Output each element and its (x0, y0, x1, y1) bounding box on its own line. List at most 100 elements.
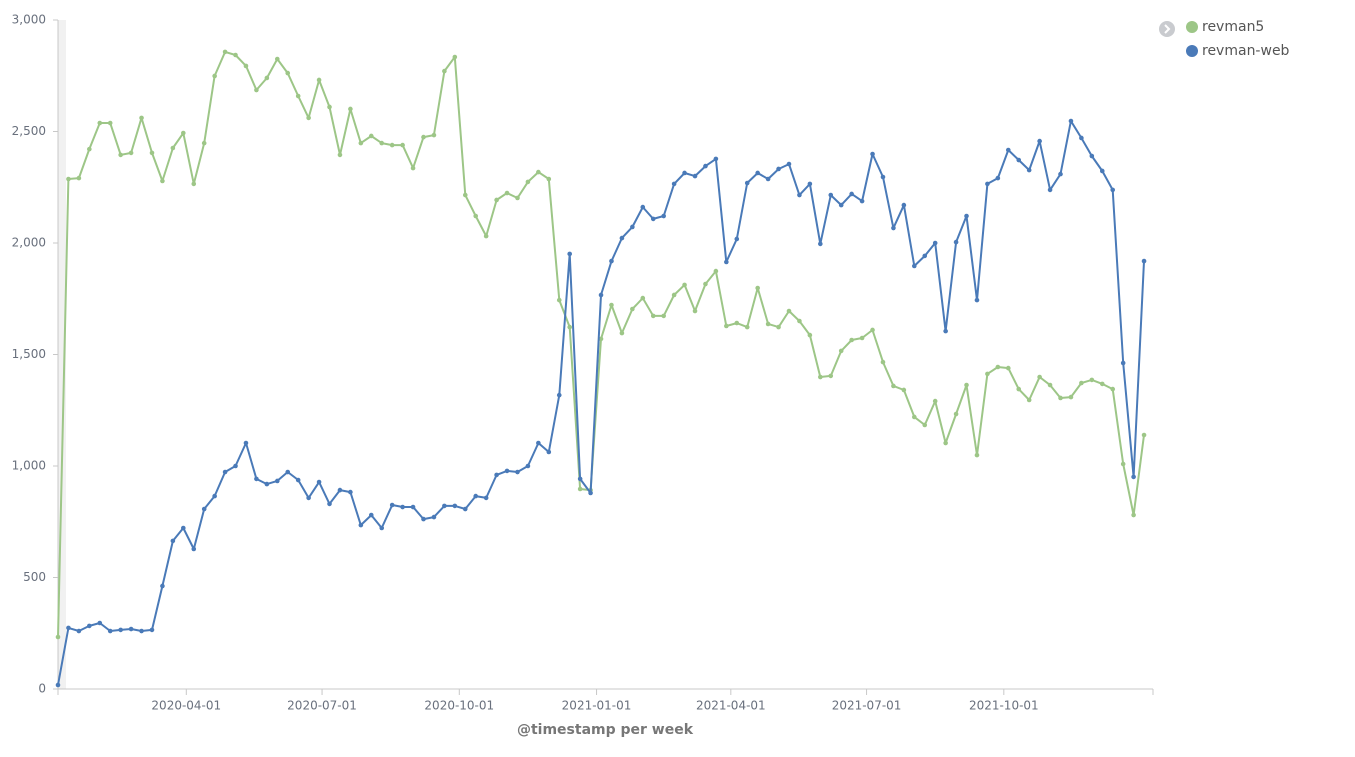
data-point (473, 213, 479, 219)
data-point (870, 151, 875, 157)
data-point (536, 440, 541, 446)
data-point (316, 479, 322, 485)
data-point (619, 235, 625, 241)
data-point (630, 224, 635, 230)
data-point (66, 176, 71, 182)
legend-label[interactable]: revman-web (1202, 43, 1290, 59)
data-point (107, 628, 113, 634)
data-point (859, 335, 865, 341)
data-point (222, 49, 228, 55)
data-point (567, 251, 572, 257)
data-point (985, 181, 990, 187)
data-point (389, 502, 395, 508)
data-point (1099, 381, 1105, 387)
data-point (254, 87, 259, 93)
legend-toggle[interactable] (1159, 21, 1175, 37)
data-point (452, 54, 458, 60)
data-point (149, 627, 155, 633)
data-point (348, 106, 353, 112)
data-point (650, 313, 656, 319)
data-point (870, 327, 875, 333)
data-point (1089, 377, 1095, 383)
data-point (1005, 365, 1011, 371)
data-point (149, 150, 155, 156)
data-point (233, 463, 238, 469)
data-point (598, 292, 604, 298)
data-point (306, 495, 311, 501)
legend-label[interactable]: revman5 (1202, 19, 1264, 35)
data-point (264, 75, 270, 81)
data-point (776, 166, 781, 172)
data-point (661, 213, 666, 219)
data-point (327, 501, 332, 507)
data-point (295, 93, 301, 99)
data-point (1141, 432, 1147, 438)
data-point (797, 318, 802, 324)
data-point (546, 176, 552, 182)
data-point (953, 239, 959, 245)
data-point (1047, 187, 1053, 193)
data-point (254, 476, 259, 482)
data-point (431, 132, 437, 138)
data-point (609, 258, 614, 264)
data-point (985, 371, 990, 377)
data-point (755, 285, 760, 291)
x-tick-label: 2021-10-01 (969, 699, 1039, 713)
data-point (1131, 512, 1136, 518)
data-point (201, 506, 207, 512)
data-point (160, 178, 165, 184)
x-tick-label: 2020-04-01 (151, 699, 221, 713)
data-point (995, 175, 1001, 181)
data-point (1079, 380, 1084, 386)
legend-toggle-icon[interactable] (1164, 24, 1171, 34)
data-point (609, 302, 614, 308)
data-point (389, 142, 395, 148)
data-point (1037, 138, 1042, 144)
data-point (922, 253, 928, 259)
data-point (891, 383, 896, 389)
data-point (368, 133, 374, 139)
legend-toggle-bg[interactable] (1159, 21, 1175, 37)
data-point (379, 525, 385, 531)
data-point (1026, 167, 1032, 173)
data-point (170, 145, 176, 151)
data-point (807, 332, 813, 338)
data-point (953, 411, 959, 417)
legend-marker[interactable] (1186, 21, 1198, 33)
data-point (671, 292, 677, 298)
data-point (243, 63, 249, 69)
series-line (57, 50, 1145, 638)
data-point (421, 516, 426, 522)
data-point (1037, 374, 1042, 380)
y-tick-label: 3,000 (12, 13, 46, 27)
data-point (462, 192, 468, 198)
data-point (536, 169, 541, 175)
data-point (400, 504, 405, 510)
y-tick-label: 2,000 (12, 236, 46, 250)
data-point (431, 514, 437, 520)
data-point (744, 180, 750, 186)
data-point (703, 163, 708, 169)
data-point (243, 440, 249, 446)
data-point (442, 68, 447, 74)
data-point (713, 156, 719, 162)
data-point (1110, 187, 1116, 193)
data-point (943, 328, 948, 334)
legend-marker[interactable] (1186, 45, 1198, 57)
data-point (76, 175, 82, 181)
y-tick-label: 1,000 (12, 459, 46, 473)
data-point (1068, 118, 1074, 124)
data-point (1120, 461, 1126, 467)
data-point (191, 546, 197, 552)
data-point (66, 625, 71, 631)
data-point (546, 449, 552, 455)
data-point (525, 179, 531, 185)
data-point (912, 263, 917, 269)
data-point (995, 364, 1001, 370)
data-point (630, 306, 635, 312)
data-point (410, 504, 416, 510)
data-point (1016, 157, 1022, 163)
data-point (483, 495, 489, 501)
data-point (160, 583, 165, 589)
data-point (212, 73, 217, 79)
